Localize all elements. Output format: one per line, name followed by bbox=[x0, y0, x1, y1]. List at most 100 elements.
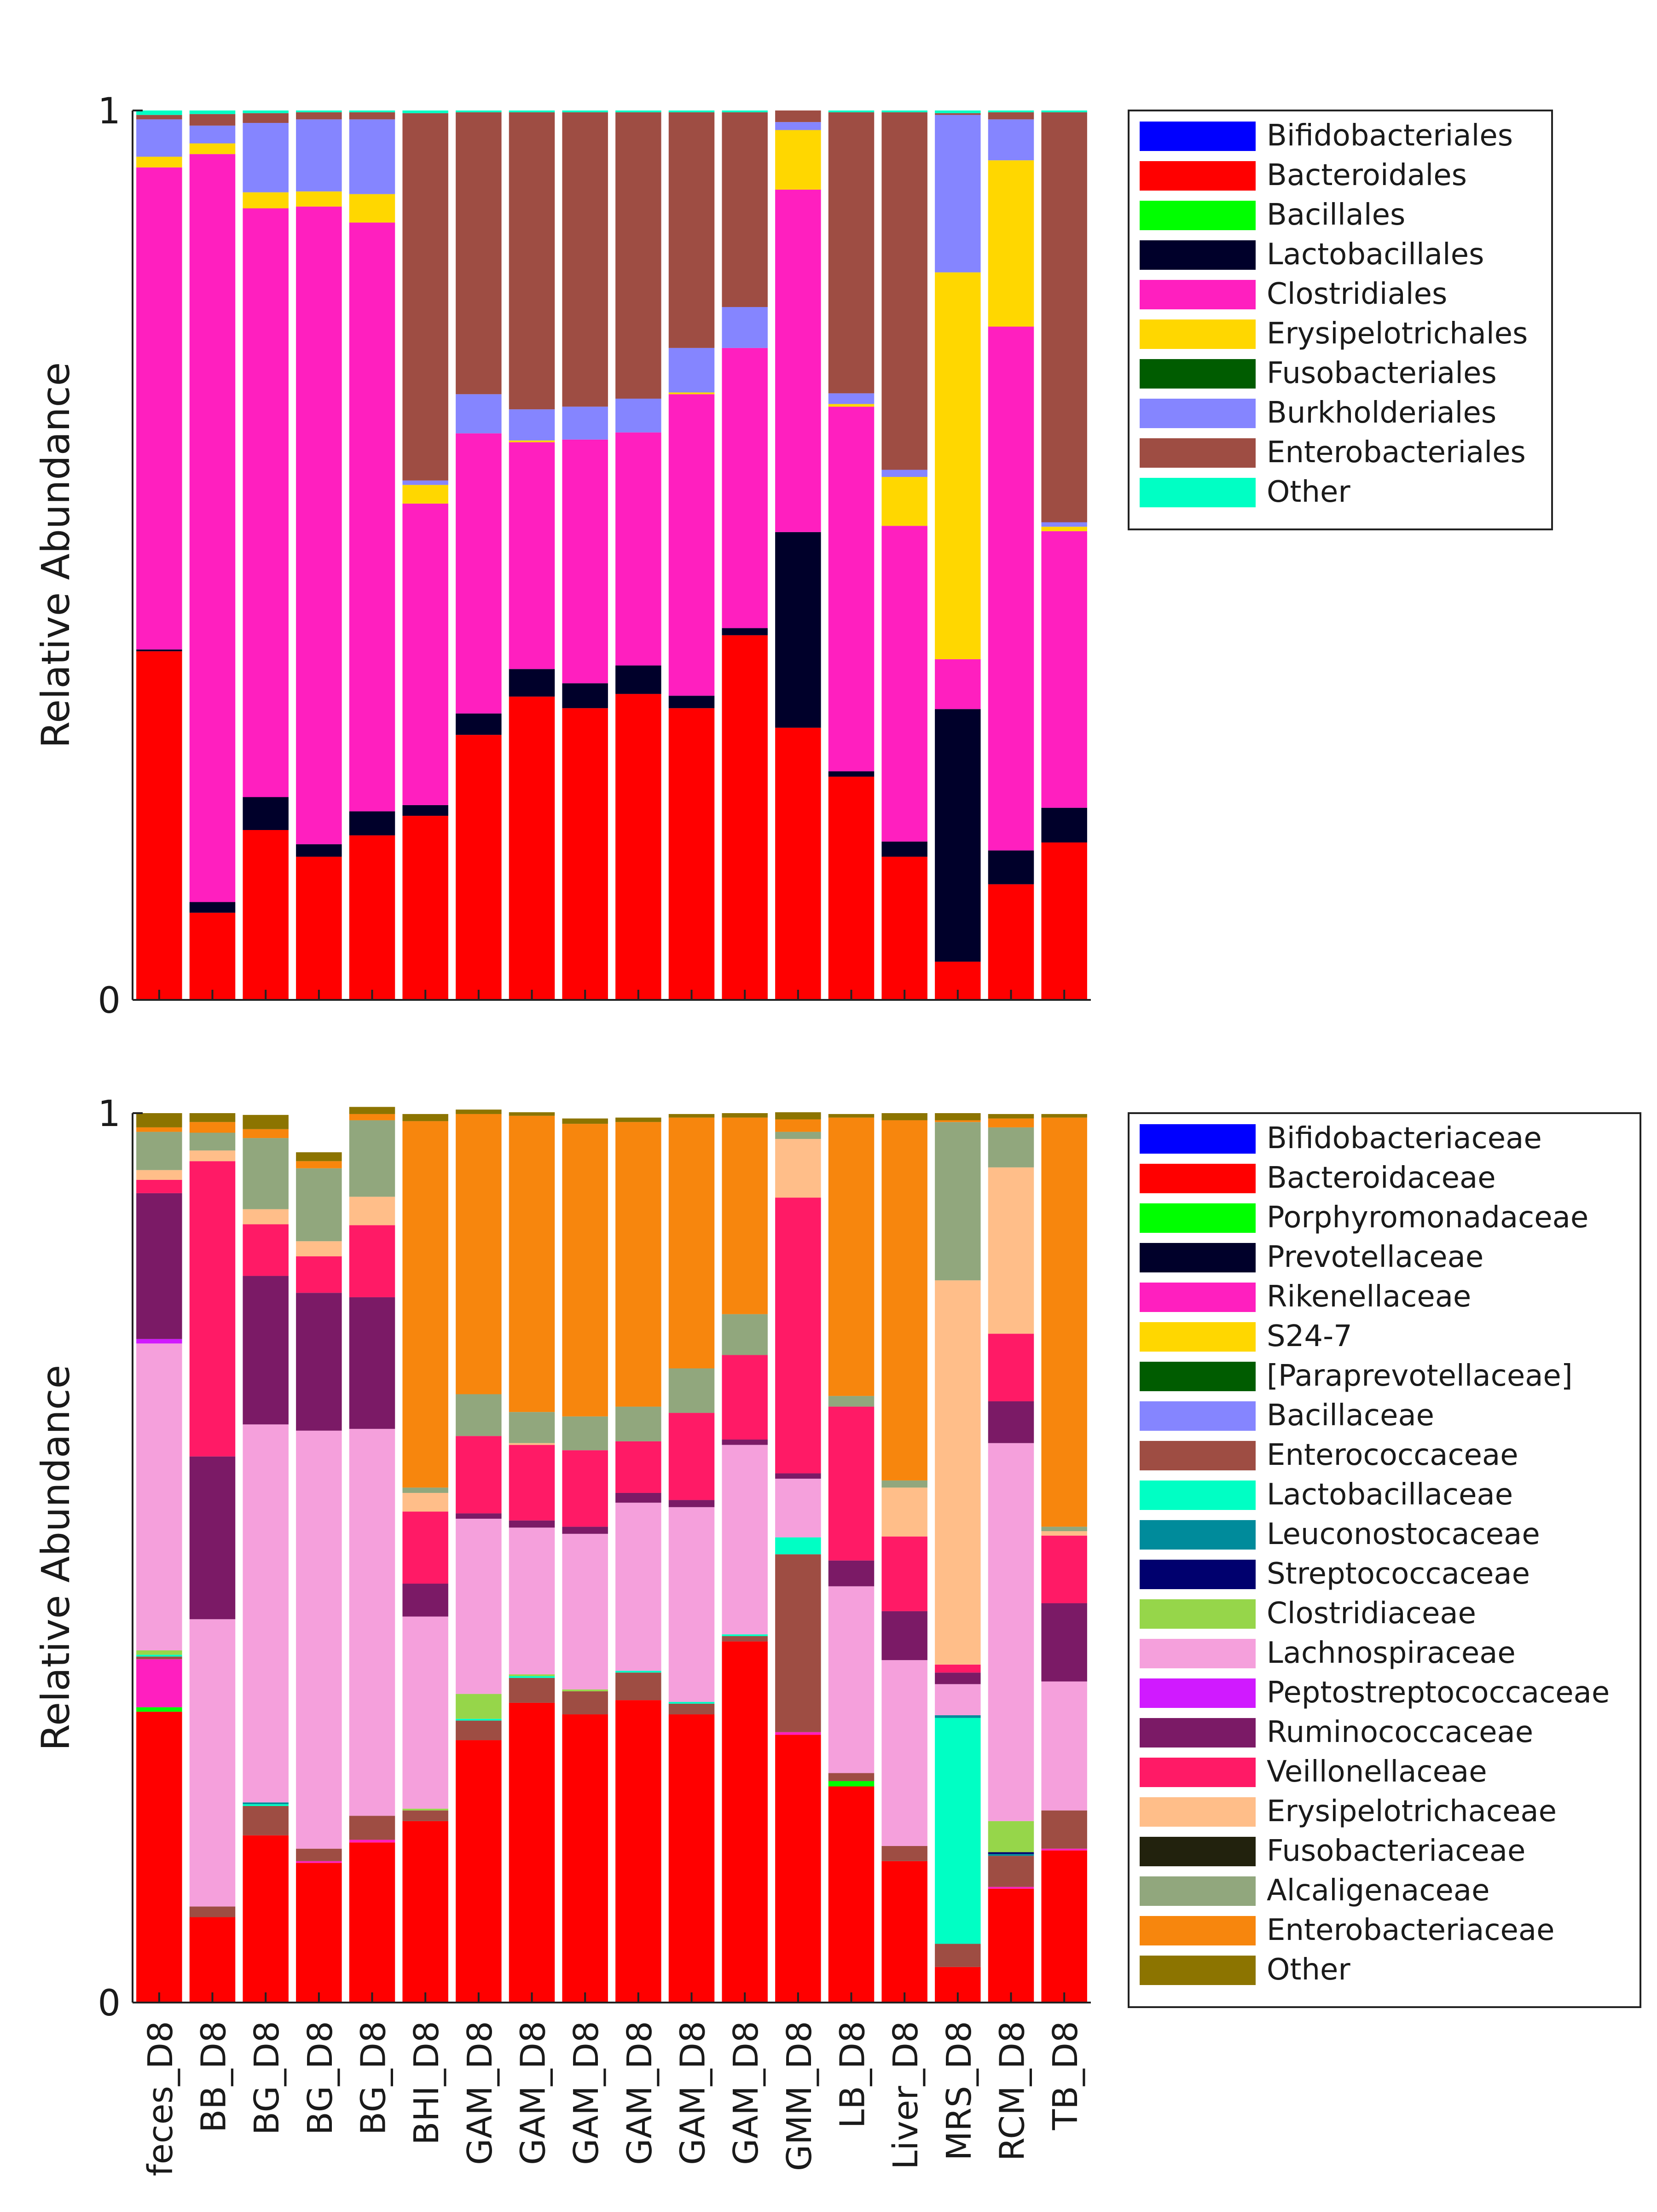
bar-segment-15-20 bbox=[881, 1480, 927, 1488]
bar-segment-11-17 bbox=[668, 1413, 715, 1500]
bar-segment-8-2 bbox=[509, 1702, 555, 2003]
bar-segment-11-10 bbox=[668, 110, 715, 112]
legend-item-8: Bacillaceae bbox=[1140, 1399, 1434, 1433]
bar-stack-1 bbox=[136, 110, 182, 1000]
x-tick-label: GAM_D8 bbox=[567, 2021, 606, 2165]
bar-segment-17-11 bbox=[988, 1854, 1034, 1856]
x-tick-label: GAM_D8 bbox=[673, 2021, 713, 2165]
bar-segment-16-4 bbox=[935, 709, 981, 962]
bar-segment-6-6 bbox=[402, 485, 448, 504]
bar-segment-10-9 bbox=[615, 112, 661, 399]
legend-label: Porphyromonadaceae bbox=[1267, 1201, 1588, 1235]
legend-item-7: Fusobacteriales bbox=[1140, 356, 1497, 390]
bar-segment-6-9 bbox=[402, 113, 448, 481]
legend-label: Streptococcaceae bbox=[1267, 1557, 1530, 1591]
legend-item-7: [Paraprevotellaceae] bbox=[1140, 1359, 1573, 1393]
bar-segment-16-10 bbox=[935, 1718, 981, 1944]
legend-item-18: Erysipelotrichaceae bbox=[1140, 1794, 1557, 1829]
bar-stack-10 bbox=[615, 1117, 661, 2003]
x-tick-label: TB_D8 bbox=[1046, 2021, 1085, 2131]
legend-label: Rikenellaceae bbox=[1267, 1280, 1471, 1314]
x-tick-label: BHI_D8 bbox=[407, 2021, 446, 2145]
legend-swatch bbox=[1140, 1758, 1256, 1787]
bar-segment-13-9 bbox=[775, 1554, 821, 1732]
bar-segment-17-9 bbox=[988, 1856, 1034, 1887]
bar-stack-18 bbox=[1041, 1114, 1087, 2003]
bar-segment-11-6 bbox=[668, 392, 715, 395]
bar-segment-11-2 bbox=[668, 1714, 715, 2003]
bar-segment-16-22 bbox=[935, 1113, 981, 1121]
bar-segment-10-22 bbox=[615, 1117, 661, 1122]
bar-segment-17-14 bbox=[988, 1443, 1034, 1821]
bar-segment-2-2 bbox=[189, 1917, 236, 2003]
bar-segment-17-6 bbox=[988, 160, 1034, 327]
bar-segment-7-9 bbox=[456, 1720, 502, 1741]
legend-swatch bbox=[1140, 319, 1256, 349]
legend-swatch bbox=[1140, 1797, 1256, 1827]
bar-segment-8-20 bbox=[509, 1412, 555, 1443]
chart-panel-2: 0 1 Relative Abundance feces_D8 BB_D8 BG_D8 BG… bbox=[33, 1093, 1641, 2176]
bar-segment-11-9 bbox=[668, 112, 715, 348]
x-tick-label: MRS_D8 bbox=[939, 2021, 979, 2160]
bar-segment-17-9 bbox=[988, 112, 1034, 120]
bar-segment-8-9 bbox=[509, 112, 555, 410]
bar-segment-11-22 bbox=[668, 1114, 715, 1118]
bar-segment-13-22 bbox=[775, 1112, 821, 1120]
bar-segment-7-22 bbox=[456, 1109, 502, 1114]
bar-segment-10-16 bbox=[615, 1492, 661, 1503]
legend-label: Veillonellaceae bbox=[1267, 1755, 1487, 1789]
bar-segment-8-5 bbox=[509, 442, 555, 669]
legend-item-3: Porphyromonadaceae bbox=[1140, 1201, 1588, 1235]
bar-segment-14-5 bbox=[828, 406, 875, 772]
bar-segment-10-8 bbox=[615, 398, 661, 433]
bar-segment-8-17 bbox=[509, 1445, 555, 1521]
legend-item-15: Peptostreptococcaceae bbox=[1140, 1676, 1610, 1710]
legend-swatch bbox=[1140, 122, 1256, 151]
bar-segment-17-21 bbox=[988, 1118, 1034, 1127]
bar-segment-5-21 bbox=[349, 1114, 395, 1121]
legend-label: Lachnospiraceae bbox=[1267, 1636, 1516, 1670]
bar-segment-2-10 bbox=[189, 110, 236, 114]
bar-stack-17 bbox=[988, 1114, 1034, 2003]
bar-segment-11-10 bbox=[668, 1701, 715, 1704]
bar-segment-14-16 bbox=[828, 1560, 875, 1586]
bar-segment-14-20 bbox=[828, 1396, 875, 1407]
bar-segment-4-17 bbox=[296, 1256, 342, 1293]
bar-segment-15-2 bbox=[881, 856, 927, 1000]
bar-segment-4-20 bbox=[296, 1168, 342, 1242]
bar-segment-2-9 bbox=[189, 114, 236, 126]
x-tick-label: GAM_D8 bbox=[460, 2021, 500, 2165]
legend-item-9: Enterobacteriales bbox=[1140, 435, 1526, 470]
bar-segment-1-10 bbox=[136, 1655, 182, 1657]
bar-segment-14-3 bbox=[828, 1781, 875, 1787]
legend-item-19: Fusobacteriaceae bbox=[1140, 1834, 1525, 1868]
bar-segment-10-2 bbox=[615, 1700, 661, 2003]
bar-stack-2 bbox=[189, 1113, 236, 2003]
bar-segment-12-5 bbox=[722, 348, 768, 628]
bar-segment-5-4 bbox=[349, 811, 395, 836]
bar-segment-10-4 bbox=[615, 665, 661, 694]
bar-segment-17-22 bbox=[988, 1114, 1034, 1119]
bar-segment-11-14 bbox=[668, 1507, 715, 1702]
legend-label: Other bbox=[1267, 475, 1350, 509]
bar-segment-17-10 bbox=[988, 110, 1034, 112]
bar-segment-12-10 bbox=[722, 110, 768, 112]
bar-segment-16-17 bbox=[935, 1664, 981, 1673]
bar-segment-8-10 bbox=[509, 1676, 555, 1678]
legend-item-4: Lactobacillales bbox=[1140, 238, 1484, 272]
bar-segment-2-16 bbox=[189, 1456, 236, 1620]
y-tick-label: 1 bbox=[98, 1093, 121, 1135]
bar-segment-16-9 bbox=[935, 113, 981, 115]
bar-segment-11-5 bbox=[668, 394, 715, 696]
legend-item-2: Bacteroidaceae bbox=[1140, 1161, 1496, 1195]
bar-segment-14-6 bbox=[828, 404, 875, 407]
bar-segment-3-20 bbox=[243, 1138, 289, 1209]
bar-segment-5-2 bbox=[349, 1842, 395, 2003]
bar-segment-5-2 bbox=[349, 835, 395, 1000]
bar-segment-3-10 bbox=[243, 110, 289, 113]
bar-segment-11-4 bbox=[668, 696, 715, 708]
bar-segment-3-2 bbox=[243, 1835, 289, 2003]
bar-stack-16 bbox=[935, 110, 981, 1000]
legend: Bifidobacteriaceae Bacteroidaceae Porphyro… bbox=[1128, 1112, 1641, 2008]
bar-stack-11 bbox=[668, 1114, 715, 2003]
